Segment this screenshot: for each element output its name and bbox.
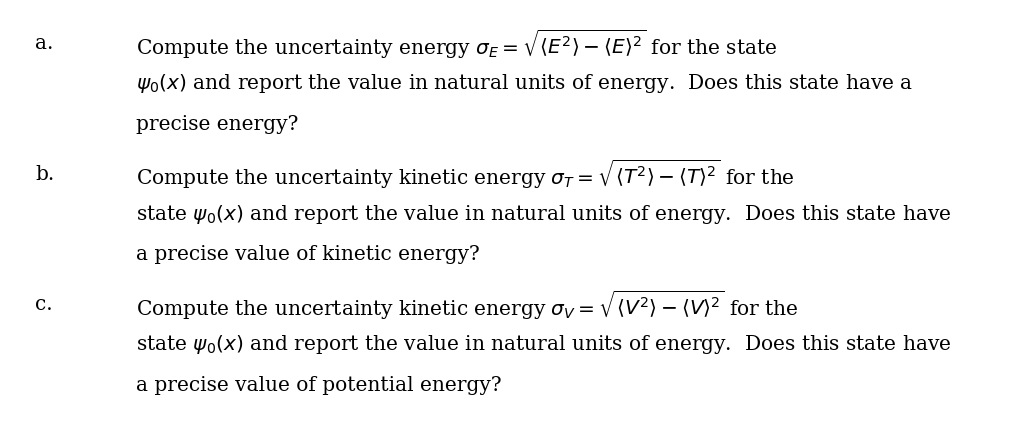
Text: a.: a. <box>35 35 53 53</box>
Text: a precise value of potential energy?: a precise value of potential energy? <box>135 376 502 394</box>
Text: Compute the uncertainty kinetic energy $\sigma_T = \sqrt{\langle T^2\rangle - \l: Compute the uncertainty kinetic energy $… <box>135 158 795 191</box>
Text: state $\psi_0(x)$ and report the value in natural units of energy.  Does this st: state $\psi_0(x)$ and report the value i… <box>135 203 951 226</box>
Text: state $\psi_0(x)$ and report the value in natural units of energy.  Does this st: state $\psi_0(x)$ and report the value i… <box>135 334 951 357</box>
Text: precise energy?: precise energy? <box>135 115 299 133</box>
Text: Compute the uncertainty energy $\sigma_E = \sqrt{\langle E^2\rangle - \langle E\: Compute the uncertainty energy $\sigma_E… <box>135 27 777 60</box>
Text: $\psi_0(x)$ and report the value in natural units of energy.  Does this state ha: $\psi_0(x)$ and report the value in natu… <box>135 72 913 95</box>
Text: Compute the uncertainty kinetic energy $\sigma_V = \sqrt{\langle V^2\rangle - \l: Compute the uncertainty kinetic energy $… <box>135 288 799 322</box>
Text: c.: c. <box>35 296 53 314</box>
Text: a precise value of kinetic energy?: a precise value of kinetic energy? <box>135 245 480 264</box>
Text: b.: b. <box>35 165 54 184</box>
